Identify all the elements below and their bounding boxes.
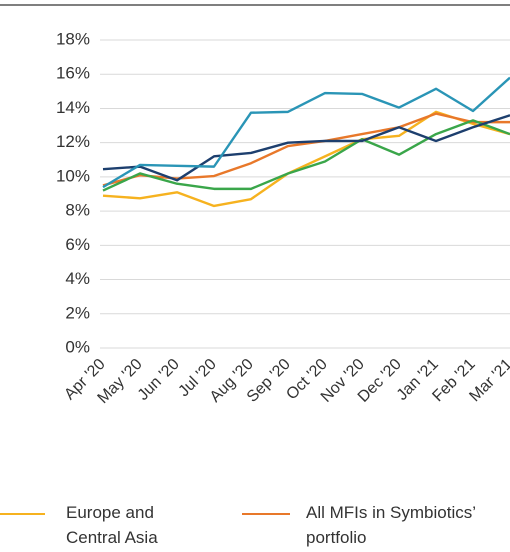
series-line (102, 119, 510, 192)
series-line (102, 76, 510, 189)
y-tick-label: 4% (65, 269, 90, 288)
series-line (102, 114, 510, 182)
y-tick-label: 18% (56, 29, 90, 48)
legend-swatch (0, 513, 45, 515)
series-line (102, 110, 510, 208)
y-tick-label: 8% (65, 201, 90, 220)
x-tick-label: Jun '20 (135, 356, 183, 404)
legend-swatch (242, 513, 290, 515)
y-tick-label: 14% (56, 98, 90, 117)
legend-label: Europe and Central Asia (66, 503, 158, 547)
y-tick-label: 16% (56, 64, 90, 83)
y-tick-label: 10% (56, 166, 90, 185)
legend-label: All MFIs in Symbiotics’ portfolio (306, 503, 476, 547)
y-tick-label: 6% (65, 235, 90, 254)
y-tick-label: 12% (56, 132, 90, 151)
y-tick-label: 2% (65, 303, 90, 322)
y-tick-label: 0% (65, 337, 90, 356)
